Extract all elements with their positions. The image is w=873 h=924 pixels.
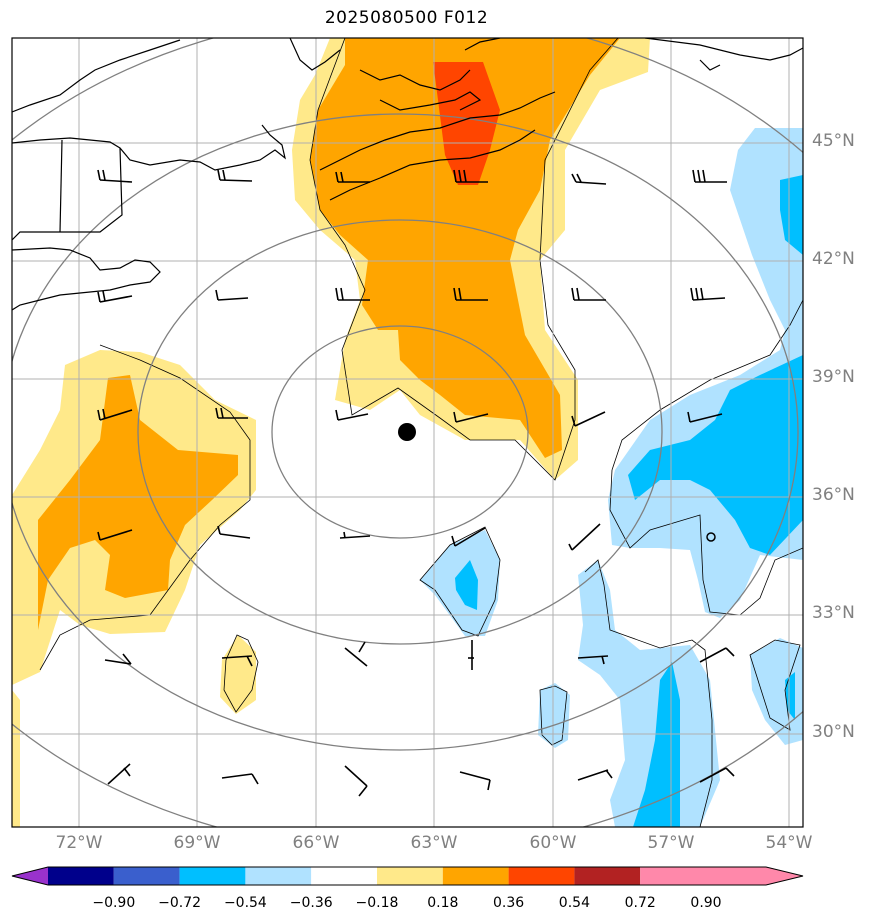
colorbar-segment <box>245 867 312 885</box>
negative-field-deep <box>455 175 803 827</box>
lon-label-60w: 60°W <box>529 833 577 853</box>
colorbar-left-arrow <box>12 867 48 885</box>
lat-label-33n: 33°N <box>812 603 855 623</box>
colorbar-tick-label: −0.72 <box>158 895 202 911</box>
lat-lon-grid <box>12 38 803 827</box>
small-circle-marker <box>706 532 716 542</box>
lon-label-66w: 66°W <box>292 833 340 853</box>
range-rings <box>12 38 803 827</box>
lat-label-36n: 36°N <box>812 485 855 505</box>
lon-label-54w: 54°W <box>765 833 813 853</box>
colorbar-segment <box>442 867 509 885</box>
colorbar-tick-label: 0.90 <box>690 895 722 911</box>
coastlines <box>12 38 803 311</box>
colorbar-segment <box>311 867 377 885</box>
colorbar-tick-label: 0.54 <box>558 895 590 911</box>
colorbar-segment <box>377 867 443 885</box>
colorbar-right-arrow <box>706 867 803 885</box>
lat-label-42n: 42°N <box>812 249 855 269</box>
colorbar-tick-label: −0.18 <box>355 895 399 911</box>
lon-label-63w: 63°W <box>410 833 458 853</box>
colorbar-segment <box>48 867 114 885</box>
colorbar-tick-label: −0.54 <box>223 895 267 911</box>
field-contours <box>39 38 803 827</box>
storm-center-marker <box>398 423 416 441</box>
map-title: 2025080500 F012 <box>324 8 489 28</box>
map-frame <box>11 37 804 828</box>
lat-label-30n: 30°N <box>812 722 855 742</box>
colorbar-segment <box>640 867 706 885</box>
colorbar-segment <box>508 867 575 885</box>
colorbar-tick-label: −0.36 <box>289 895 333 911</box>
lon-label-57w: 57°W <box>647 833 695 853</box>
colorbar <box>11 866 804 886</box>
colorbar-segment <box>113 867 180 885</box>
lon-label-69w: 69°W <box>173 833 221 853</box>
lat-label-45n: 45°N <box>812 131 855 151</box>
colorbar-tick-label: 0.18 <box>427 895 459 911</box>
colorbar-tick-label: −0.90 <box>92 895 136 911</box>
colorbar-segment <box>574 867 641 885</box>
colorbar-tick-label: 0.72 <box>624 895 656 911</box>
lon-label-72w: 72°W <box>55 833 103 853</box>
wind-barbs <box>97 169 735 797</box>
lat-label-39n: 39°N <box>812 367 855 387</box>
colorbar-segment <box>179 867 246 885</box>
colorbar-tick-label: 0.36 <box>493 895 525 911</box>
